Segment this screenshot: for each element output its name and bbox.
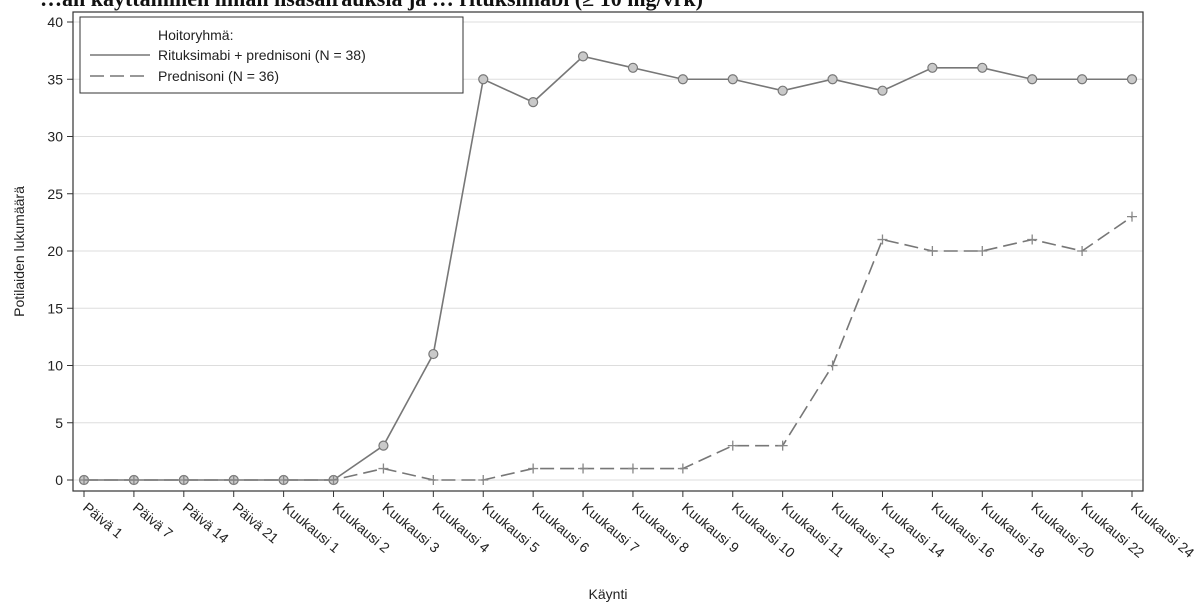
data-point — [777, 440, 788, 451]
data-point — [178, 475, 189, 485]
data-point — [1126, 74, 1138, 85]
data-point — [827, 74, 838, 85]
data-point — [1077, 246, 1088, 256]
data-point — [1027, 74, 1038, 85]
legend-entry-prednisoni: Prednisoni (N = 36) — [158, 68, 279, 84]
data-point — [927, 62, 938, 73]
data-point — [428, 348, 439, 360]
data-point — [577, 51, 589, 62]
data-point — [79, 475, 89, 485]
y-axis: 0 5 10 15 20 25 30 35 40 — [47, 14, 73, 488]
y-tick-label: 40 — [47, 14, 63, 30]
data-point — [727, 74, 738, 85]
data-point — [627, 463, 638, 474]
data-point — [627, 62, 639, 73]
data-point — [677, 463, 688, 474]
data-point — [378, 440, 389, 451]
series-line-1 — [84, 215, 1133, 481]
x-tick-label: Päivä 21 — [230, 499, 282, 546]
y-axis-title: Potilaiden lukumäärä — [11, 186, 27, 317]
legend-title: Hoitoryhmä: — [158, 27, 233, 43]
data-point — [927, 246, 938, 256]
legend-box — [79, 16, 464, 94]
data-point — [1027, 234, 1038, 245]
data-point — [128, 475, 139, 485]
data-point — [677, 74, 688, 85]
y-tick-label: 20 — [47, 243, 63, 259]
data-point — [278, 475, 289, 485]
data-point — [877, 85, 888, 96]
y-tick-label: 35 — [47, 71, 63, 87]
data-point — [1127, 211, 1137, 222]
x-tick-label: Päivä 7 — [130, 499, 176, 541]
legend: Hoitoryhmä: Rituksimabi + prednisoni (N … — [79, 16, 464, 94]
y-tick-label: 25 — [47, 186, 63, 202]
data-point — [578, 463, 589, 474]
data-point — [528, 463, 539, 474]
legend-entry-rituksimabi: Rituksimabi + prednisoni (N = 38) — [158, 47, 366, 63]
x-tick-label: Päivä 1 — [80, 499, 126, 541]
data-point — [877, 234, 888, 245]
series-layer — [78, 51, 1138, 486]
data-point — [478, 475, 489, 485]
x-axis-title: Käynti — [589, 586, 628, 602]
data-point — [228, 475, 239, 485]
data-point — [378, 463, 389, 474]
data-point — [977, 62, 988, 73]
y-tick-label: 15 — [47, 300, 63, 316]
data-point — [478, 74, 489, 85]
data-point — [328, 475, 339, 485]
series-line-0 — [84, 55, 1132, 481]
data-point — [977, 246, 988, 256]
y-tick-label: 0 — [55, 472, 63, 488]
figure-caption-partial: …an käyttäminen ilman lisäsairauksia ja … — [40, 0, 1160, 12]
y-tick-label: 5 — [55, 415, 63, 431]
data-point — [827, 360, 838, 371]
data-point — [428, 475, 439, 485]
x-tick-label: Päivä 14 — [180, 499, 232, 546]
y-tick-label: 10 — [47, 358, 63, 374]
data-point — [1076, 74, 1088, 85]
y-tick-label: 30 — [47, 129, 63, 145]
data-point — [727, 440, 738, 451]
data-point — [777, 85, 788, 96]
data-point — [528, 97, 539, 108]
